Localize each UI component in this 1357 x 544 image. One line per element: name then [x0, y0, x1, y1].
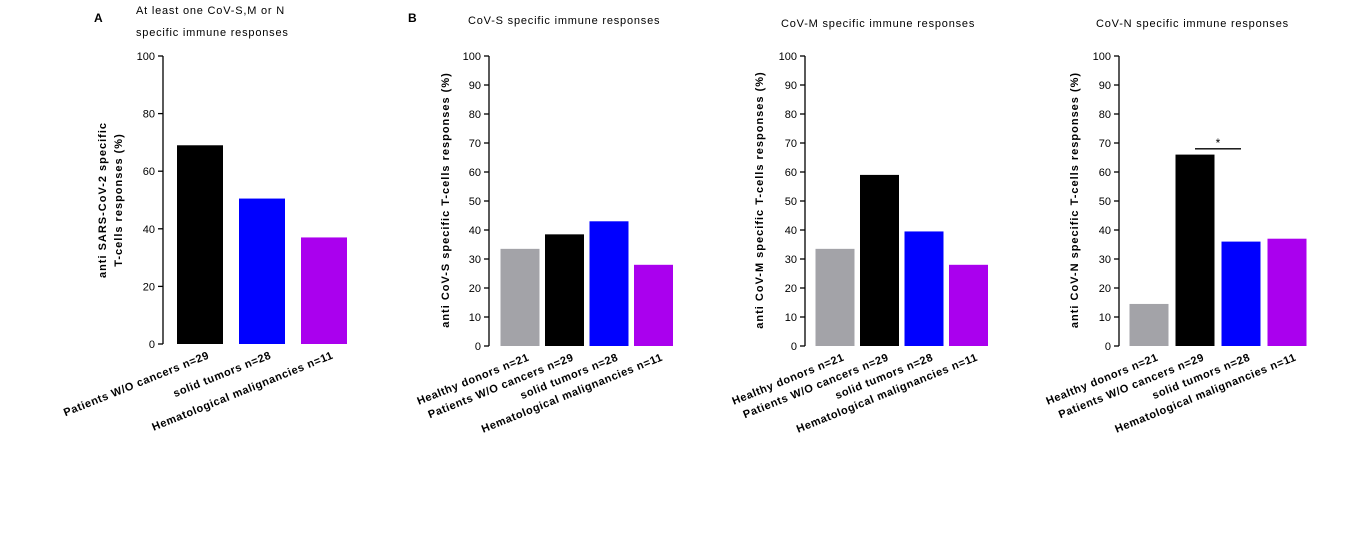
y-tick-label: 40: [469, 225, 481, 237]
y-tick-label: 20: [785, 283, 797, 295]
bar: [634, 264, 673, 346]
y-tick-label: 100: [463, 51, 481, 63]
y-tick-label: 40: [785, 225, 797, 237]
bar: [949, 264, 988, 346]
y-tick-label: 100: [1093, 51, 1111, 63]
chart-title-line: CoV-N specific immune responses: [1096, 18, 1289, 30]
y-tick-label: 40: [1099, 225, 1111, 237]
y-tick-label: 100: [779, 51, 797, 63]
y-tick-label: 90: [785, 80, 797, 92]
y-tick-label: 30: [785, 254, 797, 266]
bar: [589, 221, 629, 346]
y-axis-label: anti CoV-N specific T-cells responses (%…: [1069, 72, 1081, 328]
y-tick-label: 80: [1099, 109, 1111, 121]
y-tick-label: 60: [1099, 167, 1111, 179]
y-axis-label: anti CoV-M specific T-cells responses (%…: [754, 71, 766, 328]
y-tick-label: 60: [469, 167, 481, 179]
y-tick-label: 10: [1099, 312, 1111, 324]
bar: [177, 145, 223, 344]
y-tick-label: 40: [143, 224, 155, 236]
y-axis-label: T-cells responses (%): [113, 133, 125, 267]
y-tick-label: 10: [469, 312, 481, 324]
chart-title-line: CoV-S specific immune responses: [468, 15, 660, 27]
significance-marker: *: [1216, 136, 1221, 150]
y-tick-label: 80: [143, 109, 155, 121]
chart-title-line: At least one CoV-S,M or N: [136, 5, 285, 17]
y-tick-label: 100: [137, 51, 155, 63]
panel-label-b: B: [408, 11, 417, 25]
y-tick-label: 60: [785, 167, 797, 179]
y-tick-label: 50: [1099, 196, 1111, 208]
y-tick-label: 80: [785, 109, 797, 121]
bar: [500, 248, 540, 346]
y-tick-label: 0: [475, 341, 481, 353]
chart-title-line: CoV-M specific immune responses: [781, 18, 975, 30]
chart-panel-a: At least one CoV-S,M or N specific immune…: [62, 5, 347, 434]
y-tick-label: 60: [143, 166, 155, 178]
y-tick-label: 30: [1099, 254, 1111, 266]
bar: [545, 234, 584, 346]
y-tick-label: 0: [1105, 341, 1111, 353]
bar: [904, 231, 944, 346]
chart-cov-m: CoV-M specific immune responses anti CoV-…: [730, 18, 988, 436]
y-tick-label: 30: [469, 254, 481, 266]
y-tick-label: 20: [143, 281, 155, 293]
bar: [1175, 154, 1215, 346]
y-tick-label: 0: [791, 341, 797, 353]
y-axis-label: anti SARS-CoV-2 specific: [97, 122, 109, 278]
y-tick-label: 20: [469, 283, 481, 295]
bar: [1221, 241, 1261, 346]
bar: [1129, 303, 1169, 346]
y-tick-label: 70: [469, 138, 481, 150]
chart-title-line: specific immune responses: [136, 27, 289, 39]
y-tick-label: 20: [1099, 283, 1111, 295]
bar: [1267, 238, 1307, 346]
y-tick-label: 50: [785, 196, 797, 208]
y-tick-label: 70: [1099, 138, 1111, 150]
chart-cov-n: CoV-N specific immune responses anti CoV-…: [1044, 18, 1307, 436]
y-tick-label: 90: [469, 80, 481, 92]
bar: [301, 237, 347, 344]
y-axis-label: anti CoV-S specific T-cells responses (%…: [440, 72, 452, 328]
y-tick-label: 0: [149, 339, 155, 351]
chart-cov-s: CoV-S specific immune responses anti CoV-…: [415, 15, 673, 436]
y-tick-label: 10: [785, 312, 797, 324]
bar: [239, 198, 285, 344]
bar: [860, 174, 899, 346]
y-tick-label: 80: [469, 109, 481, 121]
panel-label-a: A: [94, 11, 103, 25]
y-tick-label: 50: [469, 196, 481, 208]
y-tick-label: 90: [1099, 80, 1111, 92]
y-tick-label: 70: [785, 138, 797, 150]
bar: [815, 248, 855, 346]
